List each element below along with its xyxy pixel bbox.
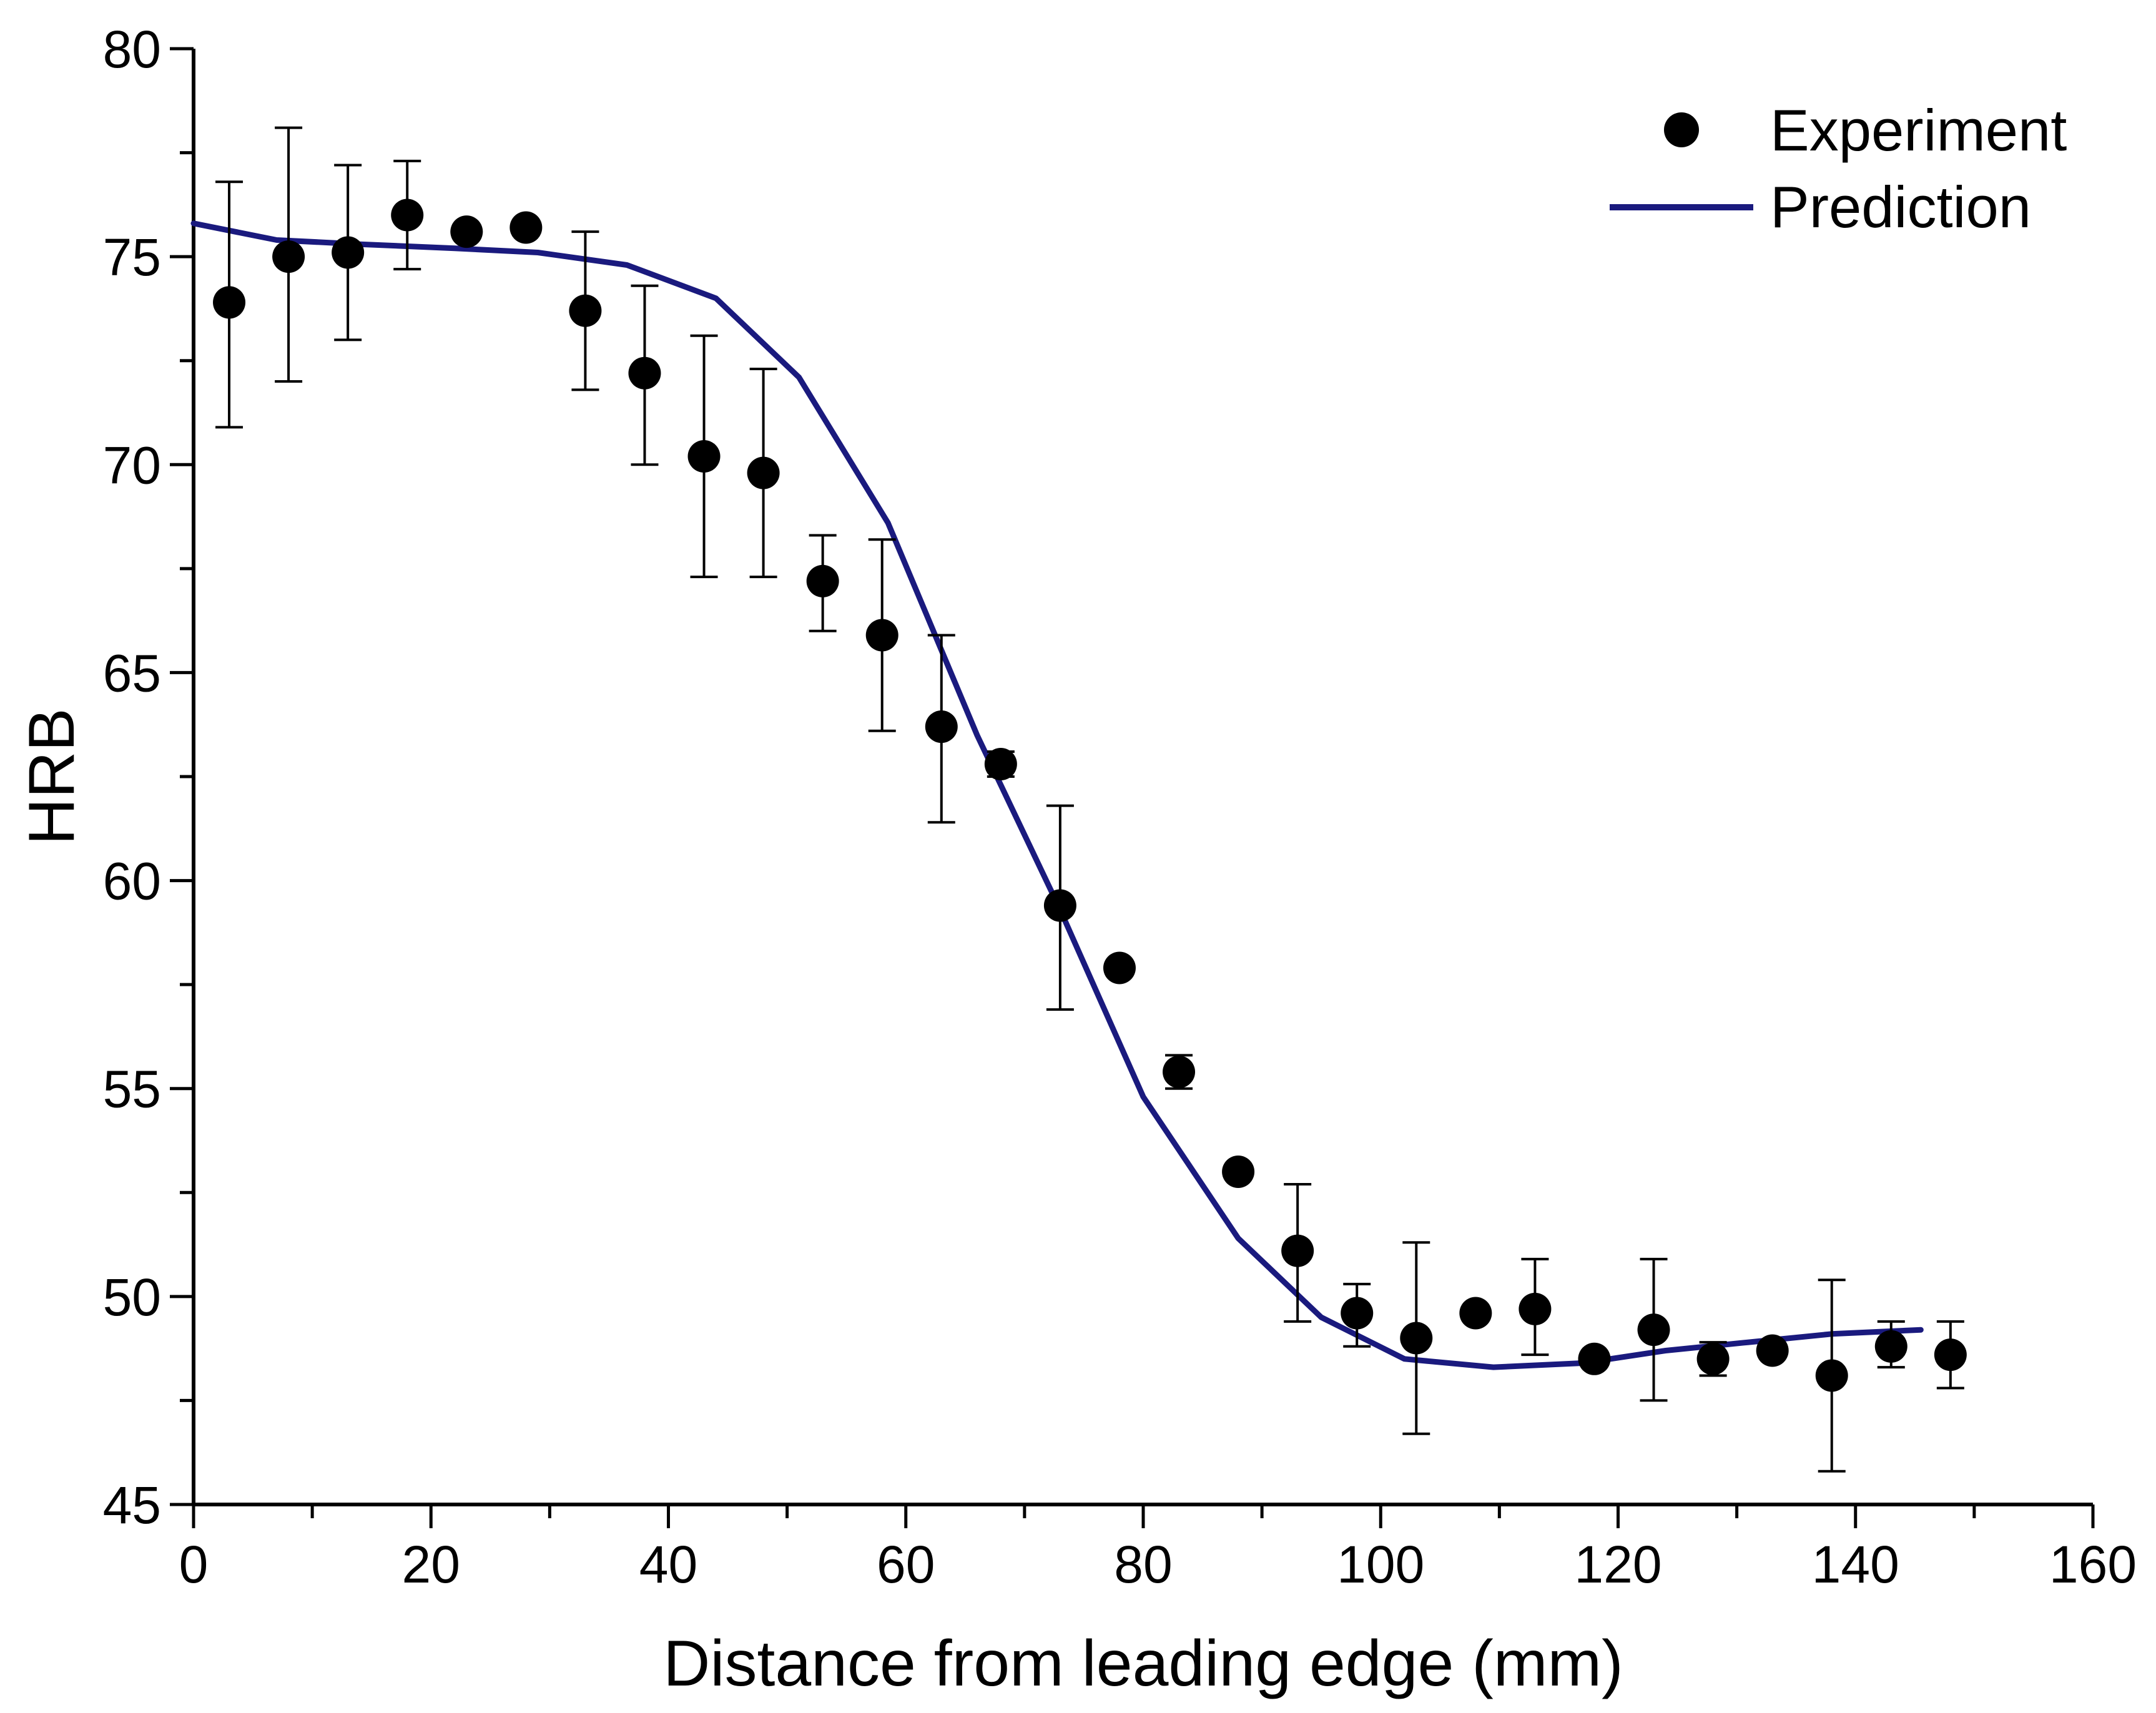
experiment-point xyxy=(865,619,898,652)
experiment-point xyxy=(391,199,424,232)
experiment-point xyxy=(1043,889,1076,922)
experiment-point xyxy=(450,215,483,248)
experiment-point xyxy=(272,240,305,273)
x-tick-label: 80 xyxy=(1114,1535,1172,1594)
experiment-point xyxy=(1756,1334,1789,1367)
x-tick-label: 100 xyxy=(1337,1535,1424,1594)
experiment-point xyxy=(628,356,661,390)
experiment-point xyxy=(1281,1234,1314,1267)
experiment-point xyxy=(1459,1297,1492,1330)
experiment-point xyxy=(1222,1155,1255,1188)
experiment-point xyxy=(747,456,780,489)
x-tick-label: 120 xyxy=(1574,1535,1661,1594)
legend-experiment-marker xyxy=(1664,112,1699,147)
experiment-point xyxy=(687,439,721,473)
experiment-point xyxy=(509,211,543,244)
x-tick-label: 160 xyxy=(2049,1535,2137,1594)
y-tick-label: 80 xyxy=(103,20,161,79)
x-tick-label: 40 xyxy=(639,1535,697,1594)
x-axis-title: Distance from leading edge (mm) xyxy=(663,1627,1623,1700)
legend: Experiment Prediction xyxy=(1610,97,2067,240)
x-tick-label: 140 xyxy=(1812,1535,1899,1594)
y-tick-label: 70 xyxy=(103,436,161,494)
x-tick-label: 60 xyxy=(877,1535,935,1594)
experiment-point xyxy=(1637,1313,1670,1347)
y-tick-label: 65 xyxy=(103,644,161,702)
legend-prediction-label: Prediction xyxy=(1770,174,2031,240)
experiment-point xyxy=(1519,1292,1552,1325)
plot-area: 0 20 40 60 80 100 120 140 160 45 50 55 60 65 70 75 80 xyxy=(103,20,2137,1594)
experiment-point xyxy=(1696,1342,1730,1375)
points-layer xyxy=(213,199,1967,1392)
y-tick-label: 55 xyxy=(103,1060,161,1119)
y-tick-label: 45 xyxy=(103,1476,161,1534)
experiment-point xyxy=(1874,1330,1907,1363)
experiment-point xyxy=(1578,1342,1611,1375)
x-tick-label: 0 xyxy=(179,1535,209,1594)
y-axis-title: HRB xyxy=(16,708,88,845)
experiment-point xyxy=(925,710,958,744)
axes: 0 20 40 60 80 100 120 140 160 45 50 55 60 65 70 75 80 xyxy=(103,20,2137,1594)
y-tick-label: 60 xyxy=(103,852,161,911)
experiment-point xyxy=(213,286,246,319)
x-tick-label: 20 xyxy=(402,1535,460,1594)
legend-experiment-label: Experiment xyxy=(1770,97,2067,163)
experiment-point xyxy=(1341,1297,1374,1330)
experiment-point xyxy=(1103,951,1136,984)
experiment-point xyxy=(806,564,839,597)
experiment-point xyxy=(332,236,365,269)
experiment-point xyxy=(569,294,602,327)
y-tick-label: 75 xyxy=(103,228,161,287)
experiment-point xyxy=(984,748,1017,781)
experiment-point xyxy=(1163,1056,1196,1089)
y-tick-label: 50 xyxy=(103,1268,161,1327)
experiment-point xyxy=(1400,1322,1433,1355)
experiment-point xyxy=(1815,1359,1848,1392)
experiment-point xyxy=(1934,1338,1967,1372)
